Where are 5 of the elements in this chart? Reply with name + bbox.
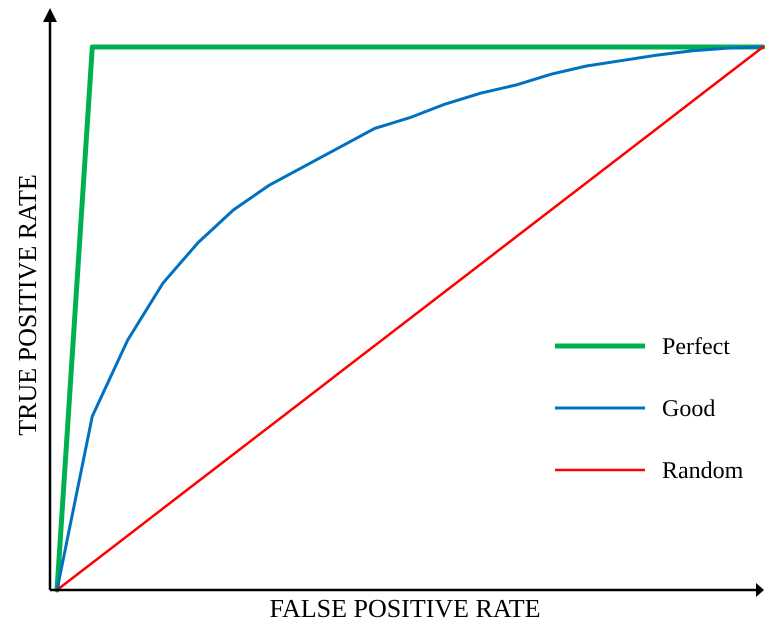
y-axis-title: TRUE POSITIVE RATE bbox=[13, 174, 42, 436]
legend-label: Good bbox=[662, 396, 716, 422]
legend-label: Random bbox=[662, 458, 744, 484]
legend-label: Perfect bbox=[662, 334, 730, 360]
x-axis-title: FALSE POSITIVE RATE bbox=[269, 594, 541, 623]
